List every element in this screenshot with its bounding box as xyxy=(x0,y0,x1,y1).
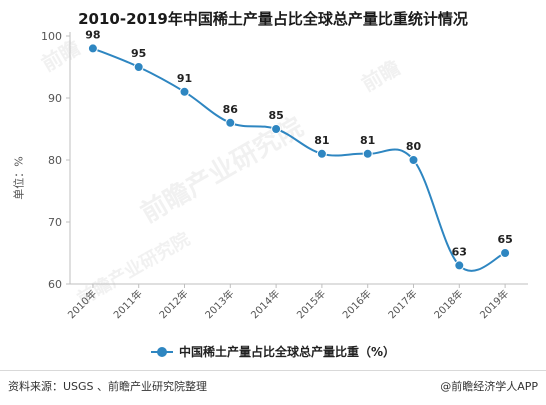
x-tick-label: 2012年 xyxy=(156,287,190,321)
data-point xyxy=(500,248,511,258)
data-point xyxy=(362,148,373,159)
legend-label: 中国稀土产量占比全球总产量比重（%） xyxy=(178,345,396,359)
y-tick-label: 70 xyxy=(48,216,62,229)
series-line xyxy=(92,47,506,272)
axes xyxy=(66,32,528,288)
legend-swatch xyxy=(150,346,173,358)
series xyxy=(87,43,511,272)
data-label: 91 xyxy=(177,72,192,85)
data-point xyxy=(271,124,282,134)
data-point xyxy=(225,117,236,128)
x-tick-label: 2015年 xyxy=(294,287,328,321)
y-tick-label: 90 xyxy=(48,92,62,105)
data-label: 95 xyxy=(131,47,146,60)
y-axis-label-wrap: 单位：% xyxy=(4,148,34,208)
data-point xyxy=(454,260,465,271)
x-tick-label: 2016年 xyxy=(340,287,374,321)
data-labels: 98 95 91 86 85 81 81 80 63 65 xyxy=(85,28,513,258)
y-tick-label: 80 xyxy=(48,154,62,167)
data-label: 98 xyxy=(85,28,100,41)
x-tick-label: 2011年 xyxy=(111,287,145,321)
data-label: 81 xyxy=(360,134,375,147)
y-axis-label: 单位：% xyxy=(13,156,27,200)
x-tick-label: 2017年 xyxy=(385,287,419,321)
legend: 中国稀土产量占比全球总产量比重（%） xyxy=(0,343,546,360)
data-label: 80 xyxy=(406,140,422,153)
source-note: 资料来源：USGS 、前瞻产业研究院整理 xyxy=(8,380,208,393)
y-tick-labels: 60 70 80 90 100 xyxy=(41,30,62,291)
data-point xyxy=(133,62,144,72)
chart-title: 2010-2019年中国稀土产量占比全球总产量比重统计情况 xyxy=(78,10,468,28)
x-tick-label: 2013年 xyxy=(202,287,236,321)
footer-divider xyxy=(0,370,546,371)
data-point xyxy=(179,86,190,97)
data-label: 63 xyxy=(452,245,467,258)
data-label: 86 xyxy=(223,103,239,116)
data-label: 65 xyxy=(497,233,512,246)
y-tick-label: 100 xyxy=(41,30,62,43)
y-tick-label: 60 xyxy=(48,278,62,291)
x-tick-label: 2014年 xyxy=(248,287,282,321)
x-tick-label: 2019年 xyxy=(477,287,511,321)
x-tick-label: 2018年 xyxy=(431,287,465,321)
data-label: 81 xyxy=(314,134,329,147)
data-point xyxy=(316,148,327,159)
data-point xyxy=(87,43,98,54)
x-tick-label: 2010年 xyxy=(65,287,99,321)
data-point xyxy=(408,155,419,165)
brand-credit: @前瞻经济学人APP xyxy=(440,380,538,393)
x-tick-labels: 2010年 2011年 2012年 2013年 2014年 2015年 2016年 2017年… xyxy=(65,287,511,321)
data-label: 85 xyxy=(268,109,283,122)
